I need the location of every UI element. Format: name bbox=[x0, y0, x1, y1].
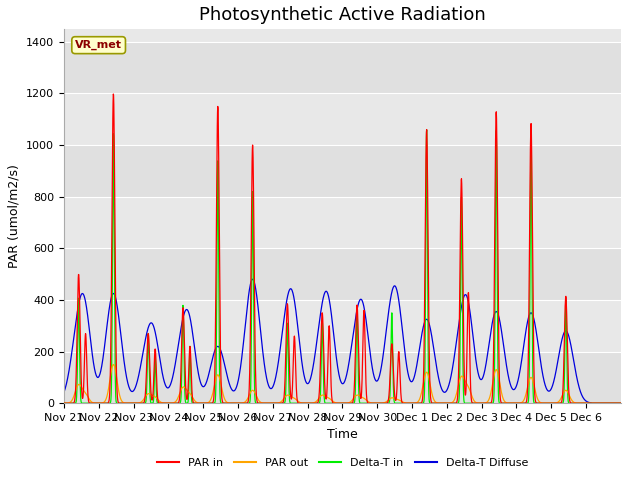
Bar bbox=[64, 42, 621, 93]
Bar bbox=[64, 300, 621, 351]
Title: Photosynthetic Active Radiation: Photosynthetic Active Radiation bbox=[199, 6, 486, 24]
X-axis label: Time: Time bbox=[327, 429, 358, 442]
Text: VR_met: VR_met bbox=[75, 40, 122, 50]
Bar bbox=[64, 351, 621, 403]
Legend: PAR in, PAR out, Delta-T in, Delta-T Diffuse: PAR in, PAR out, Delta-T in, Delta-T Dif… bbox=[152, 454, 532, 472]
Bar bbox=[64, 197, 621, 248]
Bar bbox=[64, 93, 621, 145]
Bar bbox=[64, 145, 621, 197]
Y-axis label: PAR (umol/m2/s): PAR (umol/m2/s) bbox=[8, 164, 20, 268]
Bar bbox=[64, 248, 621, 300]
